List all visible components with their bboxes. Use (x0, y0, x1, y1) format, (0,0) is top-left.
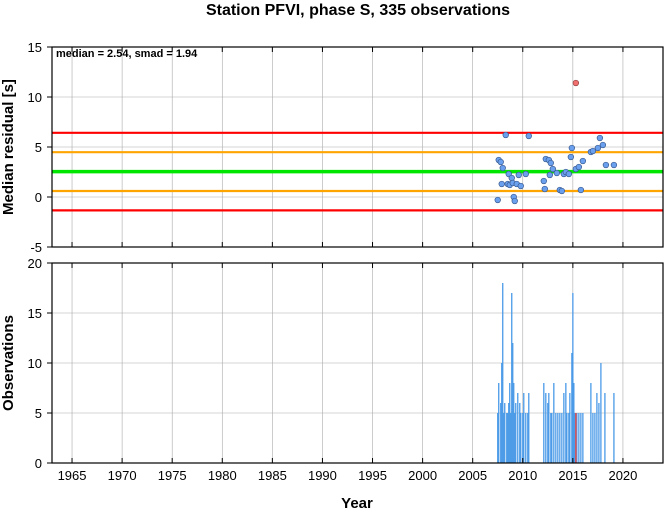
residual-point (567, 153, 574, 161)
residual-point (540, 177, 547, 185)
y-tick-label: 5 (35, 140, 42, 155)
statistics-lines (52, 131, 663, 212)
residual-point (553, 169, 560, 177)
residual-points (494, 79, 618, 205)
residual-point (541, 185, 548, 193)
residual-point (499, 164, 506, 172)
median-annotation: median = 2.54, smad = 1.94 (56, 48, 198, 60)
x-tick-label: 1965 (58, 468, 87, 483)
residual-point (522, 170, 529, 178)
residual-point (511, 197, 518, 205)
bottom-y-ticks: 0 5 10 15 20 (28, 256, 52, 471)
top-y-axis-label: Median residual [s] (0, 79, 17, 215)
residual-point (568, 144, 576, 152)
residual-point (515, 171, 522, 179)
residual-point (575, 163, 583, 171)
bottom-x-ticks: 1965 1970 1975 1980 1985 1990 1995 2000 2005 2010… (58, 263, 637, 483)
residual-point (602, 161, 610, 169)
residual-point (565, 170, 572, 178)
y-tick-label: 5 (35, 406, 42, 421)
residual-point (547, 159, 554, 167)
x-tick-label: 1990 (308, 468, 337, 483)
x-tick-label: 1970 (108, 468, 137, 483)
x-tick-label: 2005 (458, 468, 487, 483)
residual-point (502, 131, 509, 139)
x-tick-label: 1980 (208, 468, 237, 483)
x-tick-label: 1995 (358, 468, 387, 483)
y-tick-label: 0 (35, 456, 42, 471)
residual-point (546, 171, 553, 179)
x-tick-label: 2020 (608, 468, 637, 483)
y-tick-label: 10 (28, 356, 42, 371)
y-tick-label: 10 (28, 90, 42, 105)
residual-point (579, 157, 587, 165)
residual-point (577, 186, 585, 194)
residual-point (549, 165, 556, 173)
y-tick-label: 15 (28, 40, 42, 55)
x-tick-label: 1975 (158, 468, 187, 483)
x-tick-label: 1985 (258, 468, 287, 483)
chart-title: Station PFVI, phase S, 335 observations (206, 2, 510, 19)
residual-point (599, 141, 607, 149)
residual-point (558, 187, 565, 195)
residual-point (497, 158, 504, 166)
x-axis-label: Year (341, 495, 373, 511)
residual-panel: -5 0 5 10 15 median = 2.54, smad = 1.94 Medi… (0, 40, 664, 255)
observation-bars (497, 283, 615, 463)
residual-point (594, 144, 602, 152)
residual-point (596, 134, 604, 142)
y-tick-label: -5 (30, 240, 42, 255)
outlier-point (572, 79, 580, 87)
y-tick-label: 0 (35, 190, 42, 205)
residual-point (508, 174, 515, 182)
top-x-ticks (71, 47, 624, 247)
residual-point (589, 147, 597, 155)
residual-point (494, 196, 501, 204)
residual-point (517, 182, 524, 190)
residual-point (498, 180, 505, 188)
bottom-y-axis-label: Observations (0, 315, 17, 411)
residual-point (610, 161, 618, 169)
observations-panel: 0 5 10 15 20 1965 1970 1975 1980 1985 1990 1995 200… (0, 256, 664, 483)
x-tick-label: 2010 (508, 468, 537, 483)
y-tick-label: 20 (28, 256, 42, 271)
top-y-ticks: -5 0 5 10 15 (28, 40, 52, 255)
x-tick-label: 2000 (408, 468, 437, 483)
residual-point (525, 132, 532, 140)
x-tick-label: 2015 (558, 468, 587, 483)
y-tick-label: 15 (28, 306, 42, 321)
